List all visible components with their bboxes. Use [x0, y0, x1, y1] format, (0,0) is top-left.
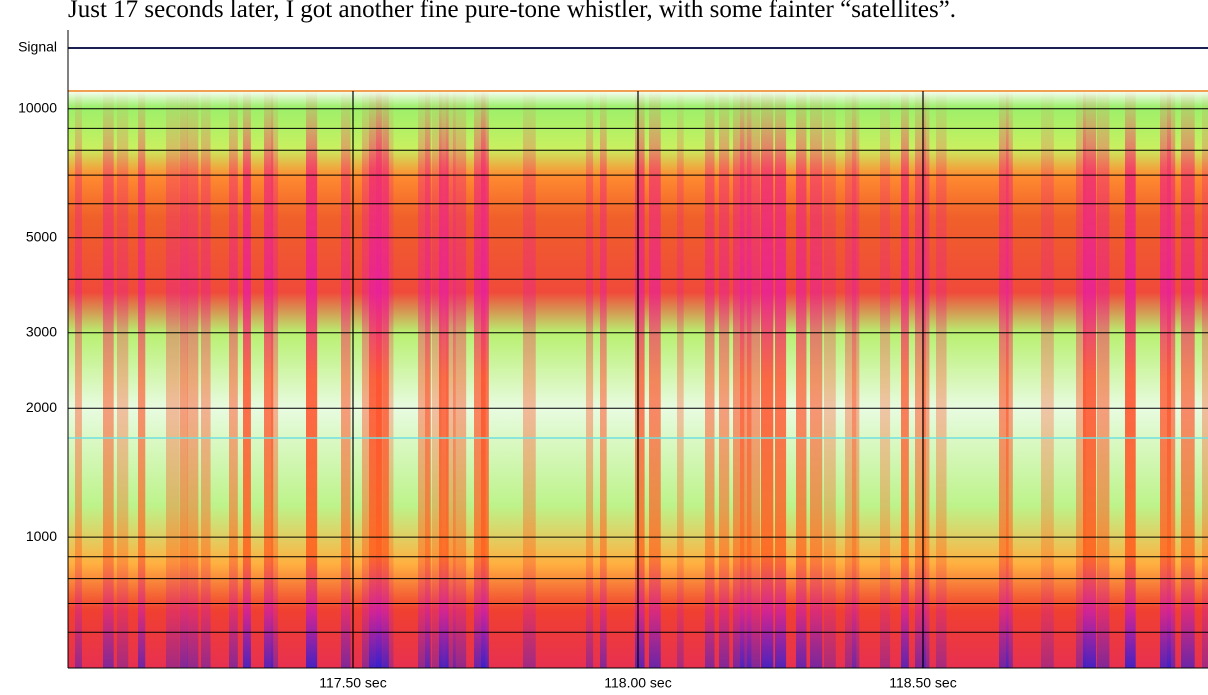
texture-stripe	[243, 91, 251, 668]
y-tick-label: 2000	[26, 399, 57, 415]
texture-stripe	[719, 91, 730, 668]
texture-stripe	[1076, 91, 1086, 668]
texture-stripe	[432, 91, 442, 668]
caption: Just 17 seconds later, I got another fin…	[68, 0, 956, 23]
texture-stripe	[1202, 91, 1208, 668]
texture-stripe	[677, 91, 684, 668]
texture-stripe	[915, 91, 926, 668]
y-tick-label: 10000	[18, 99, 57, 115]
texture-stripe	[117, 91, 129, 668]
texture-stripe	[341, 91, 351, 668]
texture-stripe	[264, 91, 274, 668]
texture-stripe	[1006, 91, 1013, 668]
texture-stripe	[775, 91, 787, 668]
texture-stripe	[103, 91, 114, 668]
y-tick-label: 5000	[26, 228, 57, 244]
texture-stripe	[453, 91, 467, 668]
texture-stripe	[796, 91, 807, 668]
texture-stripe	[747, 91, 761, 668]
texture-stripe	[824, 91, 836, 668]
x-tick-label: 117.50 sec	[319, 675, 386, 691]
texture-stripe	[810, 91, 823, 668]
texture-stripe	[1125, 91, 1136, 668]
texture-stripe	[1167, 91, 1176, 668]
texture-stripe	[439, 91, 449, 668]
texture-stripe	[1097, 91, 1110, 668]
texture-stripe	[705, 91, 715, 668]
texture-stripe	[936, 91, 947, 668]
x-tick-label: 118.50 sec	[889, 675, 956, 691]
texture-stripe	[187, 91, 199, 668]
texture-stripe	[481, 91, 489, 668]
texture-stripe	[880, 91, 891, 668]
texture-stripe	[362, 91, 370, 668]
texture-stripe	[1083, 91, 1097, 668]
texture-stripe	[201, 91, 211, 668]
texture-stripe	[586, 91, 594, 668]
texture-stripe	[229, 91, 238, 668]
texture-stripe	[649, 91, 661, 668]
texture-stripe	[180, 91, 188, 668]
texture-stripe	[383, 91, 394, 668]
texture-stripe	[740, 91, 752, 668]
texture-stripe	[600, 91, 607, 668]
texture-stripe	[474, 91, 486, 668]
texture-stripe	[306, 91, 318, 668]
texture-stripe	[845, 91, 857, 668]
texture-stripe	[138, 91, 146, 668]
texture-stripe	[425, 91, 432, 668]
texture-stripe	[166, 91, 180, 668]
texture-stripe	[901, 91, 909, 668]
texture-stripe	[1160, 91, 1171, 668]
texture-stripe	[922, 91, 930, 668]
texture-stripe	[523, 91, 536, 668]
texture-stripe	[271, 91, 279, 668]
texture-stripe	[999, 91, 1009, 668]
spectrogram-texture	[75, 91, 1208, 668]
signal-strip	[68, 30, 1208, 90]
texture-stripe	[1041, 91, 1054, 668]
signal-label: Signal	[18, 39, 57, 55]
texture-stripe	[75, 91, 82, 668]
y-tick-label: 3000	[26, 323, 57, 339]
y-tick-label: 1000	[26, 528, 57, 544]
texture-stripe	[446, 91, 456, 668]
axes: 1000 2000 3000 5000 10000 117.50 sec 118.00 se…	[18, 91, 1208, 691]
x-tick-label: 118.00 sec	[604, 675, 671, 691]
texture-stripe	[852, 91, 860, 668]
texture-stripe	[733, 91, 745, 668]
texture-stripe	[418, 91, 430, 668]
texture-stripe	[1181, 91, 1195, 668]
texture-stripe	[761, 91, 774, 668]
texture-stripe	[635, 91, 645, 668]
